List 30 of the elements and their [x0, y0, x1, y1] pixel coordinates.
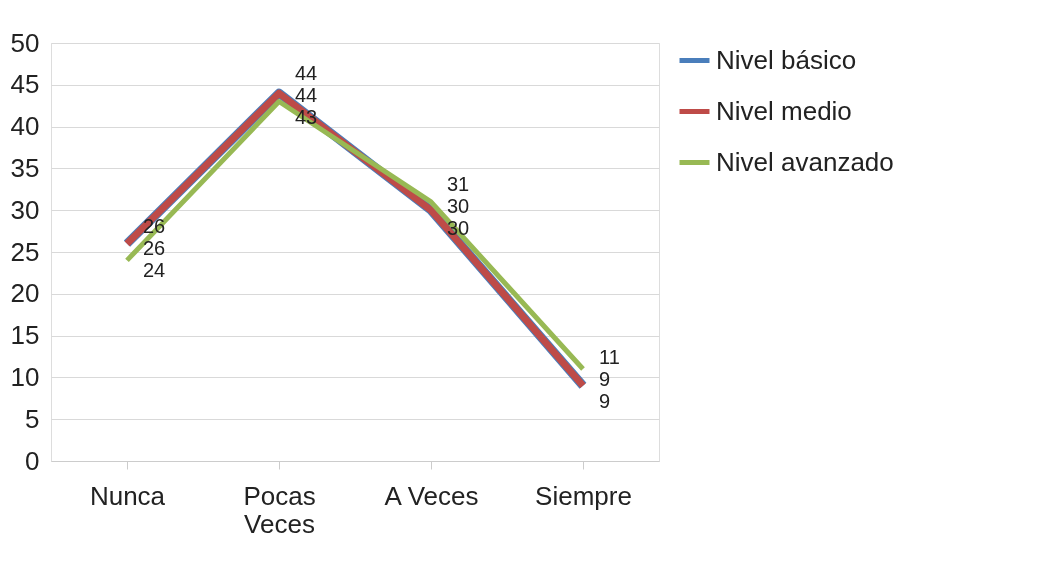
y-tick-label: 15 — [10, 320, 40, 351]
legend-label: Nivel básico — [716, 44, 857, 75]
y-tick-label: 10 — [10, 361, 40, 392]
y-tick-label: 50 — [10, 27, 40, 58]
x-tick-label: Pocas Veces — [243, 480, 316, 539]
y-tick-label: 25 — [10, 236, 40, 267]
legend-label: Nivel medio — [716, 95, 852, 126]
data-label: 9 — [599, 390, 611, 413]
y-tick-label: 40 — [10, 111, 40, 142]
y-tick-label: 30 — [10, 194, 40, 225]
data-label: 43 — [295, 105, 318, 128]
data-label: 9 — [599, 368, 611, 391]
legend-label: Nivel avanzado — [716, 146, 894, 177]
y-tick-label: 45 — [10, 69, 40, 100]
y-tick-label: 20 — [10, 278, 40, 309]
data-label: 26 — [143, 215, 166, 238]
x-tick-label: Siempre — [535, 480, 632, 511]
data-label: 30 — [447, 195, 470, 218]
data-label: 44 — [295, 61, 318, 84]
y-tick-label: 0 — [25, 445, 40, 476]
data-label: 44 — [295, 83, 318, 106]
x-tick-label: A Veces — [384, 480, 479, 511]
data-label: 30 — [447, 217, 470, 240]
data-label: 26 — [143, 237, 166, 260]
y-tick-label: 35 — [10, 152, 40, 183]
data-label: 31 — [447, 173, 470, 196]
y-tick-label: 5 — [25, 403, 40, 434]
data-label: 24 — [143, 259, 166, 282]
x-tick-label: Nunca — [89, 480, 166, 511]
data-label: 11 — [599, 346, 620, 369]
